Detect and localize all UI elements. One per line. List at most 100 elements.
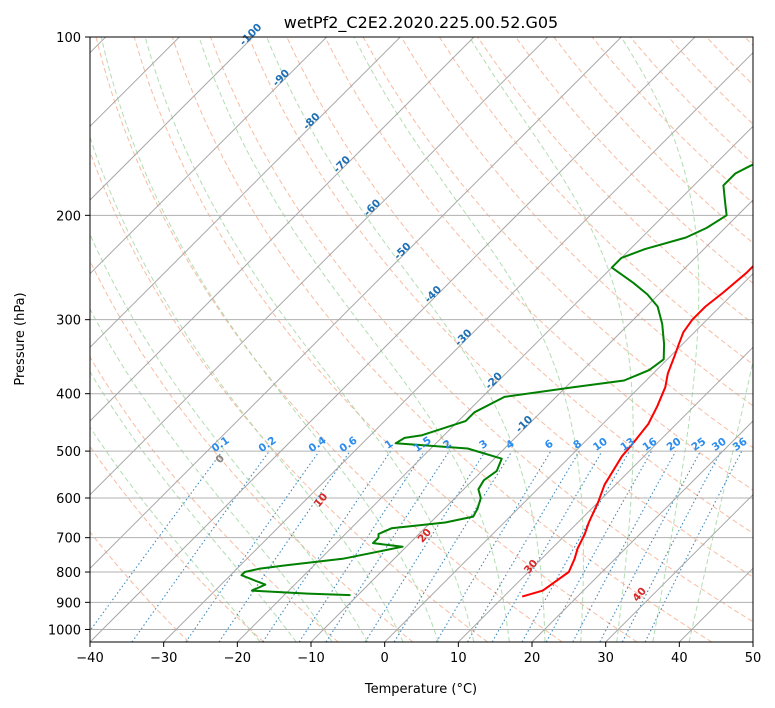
- x-tick-label: 10: [450, 651, 467, 666]
- dry-adiabat-line: [477, 37, 753, 325]
- dry-adiabat-line: [90, 531, 190, 642]
- y-tick-label: 500: [56, 445, 81, 460]
- x-tick-label: −40: [76, 651, 103, 666]
- isotherm-gridline: [531, 420, 753, 642]
- mixing-ratio-label: 0.4: [307, 434, 329, 455]
- dry-adiabat-line: [95, 37, 563, 642]
- moist-adiabat-line: [100, 37, 439, 642]
- isotherm-gridline: [310, 199, 753, 642]
- isotherm-gridline: [605, 493, 753, 642]
- moist-adiabat-line: [620, 37, 700, 642]
- mixing-ratio-label: 2: [441, 438, 454, 452]
- dry-adiabat-line: [438, 37, 753, 366]
- x-axis: −40 −30 −20 −10 0 10 20 30 40 50: [76, 642, 761, 666]
- isotherm-label: -40: [422, 284, 444, 306]
- moist-adiabat-line: [90, 232, 369, 642]
- mixing-ratio-label: 0.1: [210, 434, 232, 455]
- x-tick-label: −30: [150, 651, 177, 666]
- dry-adiabat-line: [248, 37, 753, 578]
- dry-adiabat-line: [400, 37, 753, 407]
- moist-adiabat-line: [266, 37, 546, 642]
- chart-title: wetPf2_C2E2.2020.225.00.52.G05: [284, 13, 558, 33]
- isotherm-gridline: [90, 37, 475, 422]
- isotherm-gridline: [90, 37, 696, 642]
- mixing-ratio-line: [545, 450, 653, 642]
- moist-adiabat-line: [353, 37, 584, 642]
- mixing-ratio-line: [521, 450, 630, 642]
- mixing-ratio-line: [185, 450, 320, 642]
- moist-adiabat-line: [144, 37, 475, 642]
- y-tick-label: 900: [56, 596, 81, 611]
- dry-adiabat-label: 30: [522, 557, 541, 576]
- mixing-ratio-line: [131, 450, 270, 642]
- isotherm-label: -100: [237, 21, 264, 48]
- mixing-ratio-line: [90, 450, 223, 632]
- plot-frame: [89, 36, 754, 643]
- y-tick-label: 1000: [48, 623, 81, 638]
- isotherm-gridline: [457, 346, 753, 642]
- isotherm-gridline: [384, 272, 753, 642]
- isotherm-gridline: [90, 37, 401, 349]
- y-tick-label: 700: [56, 532, 81, 547]
- mixing-ratio-line: [435, 450, 552, 642]
- x-tick-label: −20: [224, 651, 251, 666]
- dry-adiabat-line: [706, 37, 753, 86]
- dry-adiabat-line: [90, 445, 264, 642]
- dry-adiabat-line: [744, 37, 753, 47]
- grid-lines: [90, 37, 753, 642]
- dry-adiabat-line: [90, 150, 488, 642]
- mixing-ratio-label: 3: [477, 438, 490, 452]
- dry-adiabat-line: [210, 37, 753, 623]
- x-tick-label: 0: [381, 651, 389, 666]
- mixing-ratio-label: 0.6: [337, 434, 359, 455]
- y-axis-label: Pressure (hPa): [13, 292, 28, 385]
- moist-adiabat-line: [469, 37, 634, 642]
- x-tick-label: 50: [745, 651, 762, 666]
- mixing-ratio-line: [262, 450, 392, 642]
- mixing-ratio-line: [621, 450, 722, 642]
- moist-adiabat-line: [198, 37, 510, 642]
- x-tick-label: 40: [671, 651, 688, 666]
- isotherm-gridline: [90, 37, 328, 275]
- background-lines: [90, 37, 753, 642]
- isotherm-label: -80: [301, 111, 323, 133]
- x-tick-label: −10: [297, 651, 324, 666]
- dry-adiabat-line: [362, 37, 753, 449]
- y-axis: 100 200 300 400 500 600 700 800 900 1000: [48, 31, 90, 638]
- y-tick-label: 300: [56, 314, 81, 329]
- y-tick-label: 600: [56, 492, 81, 507]
- dry-adiabat-line: [133, 37, 638, 642]
- isotherm-label: -10: [513, 413, 535, 435]
- mixing-ratio-line: [644, 450, 743, 642]
- isotherm-label: -20: [483, 370, 505, 392]
- y-tick-label: 400: [56, 388, 81, 403]
- mixing-ratio-line: [393, 450, 513, 642]
- moist-adiabat-line: [688, 358, 753, 642]
- dry-adiabat-line: [668, 37, 753, 125]
- isotherm-gridline: [90, 37, 254, 201]
- isotherm-label: -30: [453, 327, 475, 349]
- isotherm-gridline: [90, 37, 622, 570]
- dry-adiabat-line: [515, 37, 753, 284]
- mixing-ratio-label: 1.5: [412, 434, 434, 455]
- mixing-ratio-label: 4: [504, 438, 517, 452]
- isotherm-gridline: [163, 51, 753, 642]
- mixing-ratio-line: [572, 450, 677, 642]
- y-tick-label: 200: [56, 209, 81, 224]
- isotherm-label: -50: [392, 240, 414, 262]
- moist-adiabat-line: [90, 426, 261, 642]
- y-tick-label: 800: [56, 566, 81, 581]
- isotherm-gridline: [90, 37, 549, 496]
- isotherm-gridline: [678, 567, 753, 642]
- moist-adiabat-line: [90, 135, 404, 642]
- mixing-ratio-line: [298, 450, 425, 642]
- dry-adiabat-line: [90, 356, 339, 642]
- mixing-ratio-label: 1: [383, 438, 396, 452]
- temperature-line: [521, 264, 753, 598]
- dewpoint-line: [240, 163, 753, 597]
- dry-adiabat-line: [591, 37, 753, 204]
- mixing-ratio-line: [599, 450, 701, 642]
- x-axis-label: Temperature (°C): [364, 682, 477, 697]
- dry-adiabat-line: [171, 37, 712, 642]
